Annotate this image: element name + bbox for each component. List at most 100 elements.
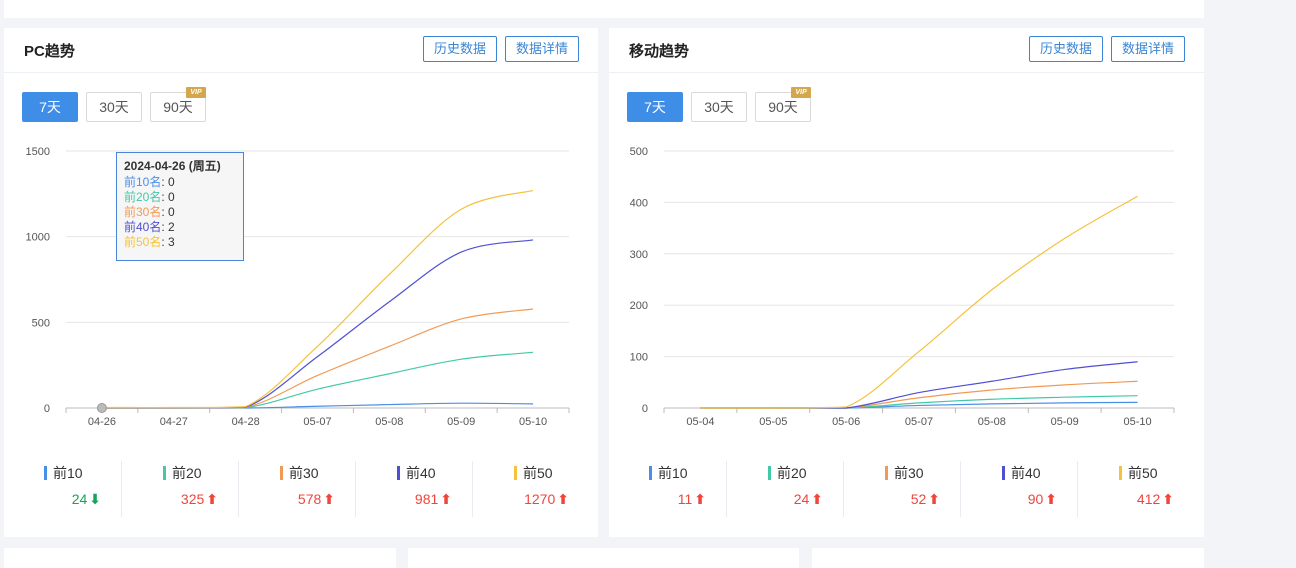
- series-line-5: [700, 195, 1138, 409]
- summary-cell: 前20 325 ⬆: [121, 458, 238, 518]
- series-color-swatch: [768, 466, 771, 480]
- summary-value-number: 578: [297, 491, 322, 507]
- summary-label-text: 前20: [172, 465, 202, 481]
- y-tick-label: 0: [44, 403, 50, 415]
- summary-cell: 前40 90 ⬆: [960, 458, 1077, 518]
- summary-divider: [472, 461, 473, 517]
- series-color-swatch: [163, 466, 166, 480]
- summary-label-text: 前50: [1128, 465, 1158, 481]
- summary-value: 981 ⬆: [415, 491, 452, 508]
- series-color-swatch: [649, 466, 652, 480]
- series-color-swatch: [397, 466, 400, 480]
- y-tick-label: 200: [630, 300, 648, 312]
- range-90d-label: 90天: [768, 99, 798, 115]
- summary-divider: [726, 461, 727, 517]
- hover-point-marker: [96, 403, 107, 413]
- summary-value: 90 ⬆: [1028, 491, 1057, 508]
- summary-value: 24 ⬇: [72, 491, 101, 508]
- summary-label: 前20: [768, 463, 807, 483]
- summary-cell: 前10 11 ⬆: [609, 458, 726, 518]
- summary-label: 前10: [44, 463, 83, 483]
- summary-value: 1270 ⬆: [524, 491, 569, 508]
- bottom-card: [812, 548, 1204, 568]
- tooltip-row: 前10名: 0: [124, 175, 175, 189]
- y-tick-label: 1000: [26, 232, 50, 244]
- x-tick-label: 05-07: [303, 416, 331, 428]
- summary-value: 11 ⬆: [678, 491, 706, 508]
- series-line-5: [101, 189, 534, 409]
- data-details-button[interactable]: 数据详情: [1111, 36, 1185, 62]
- panel-title: PC趋势: [24, 43, 75, 60]
- series-color-swatch: [1002, 466, 1005, 480]
- summary-label-text: 前30: [289, 465, 319, 481]
- y-tick-label: 0: [642, 403, 648, 415]
- tooltip-row: 前50名: 3: [124, 235, 175, 249]
- x-tick-label: 05-08: [375, 416, 403, 428]
- summary-value: 412 ⬆: [1137, 491, 1174, 508]
- x-tick-label: 05-10: [1124, 416, 1152, 428]
- summary-value: 578 ⬆: [298, 491, 335, 508]
- tooltip-row: 前30名: 0: [124, 205, 175, 219]
- series-color-swatch: [280, 466, 283, 480]
- summary-cell: 前50 412 ⬆: [1077, 458, 1194, 518]
- arrow-up-icon: ⬆: [1162, 491, 1174, 507]
- pc-trend-chart[interactable]: 0 500 1000 1500 04-26 04-27 04-28 05-07 05-08 05-…: [4, 28, 598, 458]
- summary-label-text: 前10: [53, 465, 83, 481]
- x-tick-label: 05-10: [519, 416, 547, 428]
- summary-value-number: 90: [1027, 491, 1044, 507]
- history-data-button[interactable]: 历史数据: [423, 36, 497, 62]
- series-color-swatch: [514, 466, 517, 480]
- bottom-card: [408, 548, 799, 568]
- x-tick-label: 05-05: [759, 416, 787, 428]
- x-tick-label: 05-06: [832, 416, 860, 428]
- x-tick-label: 05-07: [905, 416, 933, 428]
- pc-summary: 前10 24 ⬇ 前20 325 ⬆ 前30 578 ⬆ 前40 981 ⬆ 前50 1270 ⬆: [4, 458, 598, 518]
- range-30d-button[interactable]: 30天: [691, 92, 747, 122]
- arrow-up-icon: ⬆: [694, 491, 706, 507]
- mobile-trend-chart[interactable]: 0 100 200 300 400 500 05-04 05-05 05-06 05-07 05-0…: [609, 28, 1204, 458]
- summary-cell: 前30 52 ⬆: [843, 458, 960, 518]
- data-details-button[interactable]: 数据详情: [505, 36, 579, 62]
- x-tick-label: 04-28: [232, 416, 260, 428]
- range-90d-button[interactable]: 90天 VIP: [150, 87, 206, 122]
- range-30d-button[interactable]: 30天: [86, 92, 142, 122]
- history-data-button[interactable]: 历史数据: [1029, 36, 1103, 62]
- range-90d-label: 90天: [163, 99, 193, 115]
- tooltip-row: 前20名: 0: [124, 190, 175, 204]
- summary-label: 前20: [163, 463, 202, 483]
- summary-label-text: 前40: [406, 465, 436, 481]
- series-line-3: [700, 380, 1138, 409]
- series-color-swatch: [44, 466, 47, 480]
- summary-cell: 前40 981 ⬆: [355, 458, 472, 518]
- summary-value-number: 412: [1136, 491, 1161, 507]
- summary-divider: [843, 461, 844, 517]
- range-7d-button[interactable]: 7天: [627, 92, 683, 122]
- y-tick-label: 400: [630, 197, 648, 209]
- bottom-card: [4, 548, 396, 568]
- arrow-up-icon: ⬆: [557, 491, 569, 507]
- summary-value-number: 24: [793, 491, 810, 507]
- y-tick-label: 500: [630, 146, 648, 158]
- summary-label: 前50: [1119, 463, 1158, 483]
- range-90d-button[interactable]: 90天 VIP: [755, 87, 811, 122]
- summary-label: 前40: [1002, 463, 1041, 483]
- summary-label-text: 前30: [894, 465, 924, 481]
- top-card: [4, 0, 1204, 18]
- x-tick-label: 04-27: [160, 416, 188, 428]
- series-color-swatch: [885, 466, 888, 480]
- summary-divider: [960, 461, 961, 517]
- tooltip-date: 2024-04-26 (周五): [124, 159, 221, 173]
- summary-divider: [238, 461, 239, 517]
- arrow-up-icon: ⬆: [440, 491, 452, 507]
- x-tick-label: 05-09: [447, 416, 475, 428]
- summary-label-text: 前20: [777, 465, 807, 481]
- series-line-2: [101, 351, 534, 409]
- panel-title: 移动趋势: [629, 43, 690, 60]
- range-7d-button[interactable]: 7天: [22, 92, 78, 122]
- x-tick-label: 04-26: [88, 416, 116, 428]
- vip-badge: VIP: [186, 87, 206, 98]
- y-tick-label: 1500: [26, 146, 50, 158]
- summary-cell: 前20 24 ⬆: [726, 458, 843, 518]
- mobile-trend-panel: 移动趋势 历史数据 数据详情 7天 30天 90天 VIP 0 100 200 300…: [609, 28, 1204, 537]
- vip-badge: VIP: [791, 87, 811, 98]
